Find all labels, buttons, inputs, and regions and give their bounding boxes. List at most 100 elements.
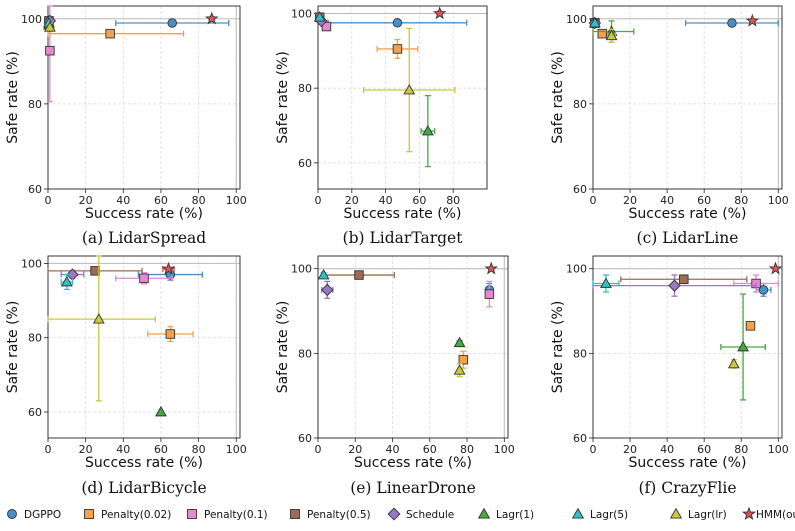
- legend-label: HMM(ours): [756, 509, 795, 521]
- legend-label: Lagr(lr): [688, 509, 727, 521]
- data-point-penalty-0-02: [393, 45, 402, 54]
- data-point-penalty-0-5: [355, 271, 364, 280]
- data-point-dgppo: [393, 19, 402, 28]
- x-axis-label: Success rate (%): [344, 206, 462, 222]
- data-point-penalty-0-1: [46, 46, 55, 55]
- data-point-penalty-0-5: [679, 275, 688, 284]
- y-axis-label: Safe rate (%): [275, 51, 291, 144]
- y-tick-label: 60: [573, 432, 587, 445]
- x-tick-label: 100: [226, 443, 247, 456]
- subplot-caption: (a) LidarSpread: [82, 229, 206, 247]
- legend-label: Schedule: [406, 509, 454, 521]
- legend-item: Lagr(lr): [671, 509, 727, 521]
- y-axis-label: Safe rate (%): [275, 301, 291, 394]
- legend-item: Penalty(0.5): [291, 509, 371, 521]
- x-tick-label: 0: [315, 443, 322, 456]
- legend-item: Penalty(0.02): [85, 509, 172, 521]
- x-tick-label: 0: [45, 443, 52, 456]
- data-point-dgppo: [168, 19, 177, 28]
- legend-label: Lagr(1): [496, 509, 534, 521]
- subplot-caption: (b) LidarTarget: [343, 229, 464, 247]
- y-tick-label: 100: [291, 7, 312, 20]
- plot-background: [593, 6, 782, 189]
- subplot-caption: (d) LidarBicycle: [81, 479, 206, 497]
- y-tick-label: 100: [566, 13, 587, 26]
- y-tick-label: 80: [298, 82, 312, 95]
- data-point-penalty-0-02: [106, 29, 115, 38]
- y-tick-label: 80: [573, 347, 587, 360]
- legend-item: Lagr(5): [573, 509, 629, 521]
- legend-label: Penalty(0.02): [101, 509, 171, 521]
- x-tick-label: 100: [768, 194, 789, 207]
- legend-item: Penalty(0.1): [188, 509, 268, 521]
- x-axis-label: Success rate (%): [629, 455, 747, 471]
- legend-label: DGPPO: [24, 509, 61, 521]
- legend-marker: [8, 510, 17, 519]
- data-point-dgppo: [728, 19, 737, 28]
- data-point-penalty-0-02: [598, 29, 607, 38]
- x-tick-label: 100: [226, 194, 247, 207]
- subplot-caption: (f) CrazyFlie: [638, 479, 736, 497]
- y-tick-label: 100: [566, 263, 587, 276]
- y-tick-label: 60: [298, 432, 312, 445]
- y-tick-label: 80: [298, 347, 312, 360]
- y-tick-label: 60: [298, 157, 312, 170]
- subplot-caption: (c) LidarLine: [637, 229, 739, 247]
- legend-item: HMM(ours): [743, 508, 795, 521]
- y-tick-label: 80: [28, 332, 42, 345]
- legend-item: DGPPO: [8, 509, 62, 521]
- y-tick-label: 100: [21, 257, 42, 270]
- data-point-penalty-0-02: [166, 330, 175, 339]
- y-tick-label: 60: [573, 183, 587, 196]
- legend-marker: [743, 508, 755, 519]
- legend-item: Schedule: [388, 508, 454, 521]
- x-tick-label: 100: [768, 443, 789, 456]
- x-axis-label: Success rate (%): [629, 206, 747, 222]
- subplot-caption: (e) LinearDrone: [350, 479, 476, 497]
- legend-marker: [291, 510, 300, 519]
- x-axis-label: Success rate (%): [354, 455, 472, 471]
- y-axis-label: Safe rate (%): [5, 301, 21, 394]
- legend-item: Lagr(1): [479, 509, 535, 521]
- x-axis-label: Success rate (%): [85, 206, 203, 222]
- y-tick-label: 100: [291, 263, 312, 276]
- y-tick-label: 80: [28, 98, 42, 111]
- data-point-penalty-0-1: [140, 274, 149, 283]
- x-tick-label: 0: [315, 194, 322, 207]
- data-point-penalty-0-02: [459, 355, 468, 364]
- y-axis-label: Safe rate (%): [550, 301, 566, 394]
- y-tick-label: 100: [21, 13, 42, 26]
- data-point-penalty-0-02: [746, 322, 755, 331]
- x-axis-label: Success rate (%): [85, 455, 203, 471]
- y-axis-label: Safe rate (%): [550, 51, 566, 144]
- legend: DGPPO Penalty(0.02) Penalty(0.1) Penalty(0.…: [8, 508, 795, 521]
- data-point-penalty-0-1: [485, 290, 494, 299]
- legend-marker: [671, 509, 682, 518]
- x-tick-label: 0: [590, 443, 597, 456]
- y-tick-label: 80: [573, 98, 587, 111]
- x-tick-label: 100: [494, 443, 515, 456]
- plot-background: [318, 256, 508, 438]
- plot-background: [318, 6, 487, 189]
- legend-label: Penalty(0.5): [307, 509, 371, 521]
- y-tick-label: 60: [28, 183, 42, 196]
- y-axis-label: Safe rate (%): [5, 51, 21, 144]
- legend-marker: [573, 509, 584, 518]
- legend-label: Lagr(5): [590, 509, 628, 521]
- y-tick-label: 60: [28, 406, 42, 419]
- legend-marker: [188, 510, 197, 519]
- legend-marker: [479, 509, 490, 518]
- data-point-penalty-0-5: [91, 267, 100, 276]
- legend-marker: [85, 510, 94, 519]
- legend-label: Penalty(0.1): [204, 509, 268, 521]
- legend-marker: [388, 508, 400, 520]
- x-tick-label: 0: [590, 194, 597, 207]
- x-tick-label: 0: [45, 194, 52, 207]
